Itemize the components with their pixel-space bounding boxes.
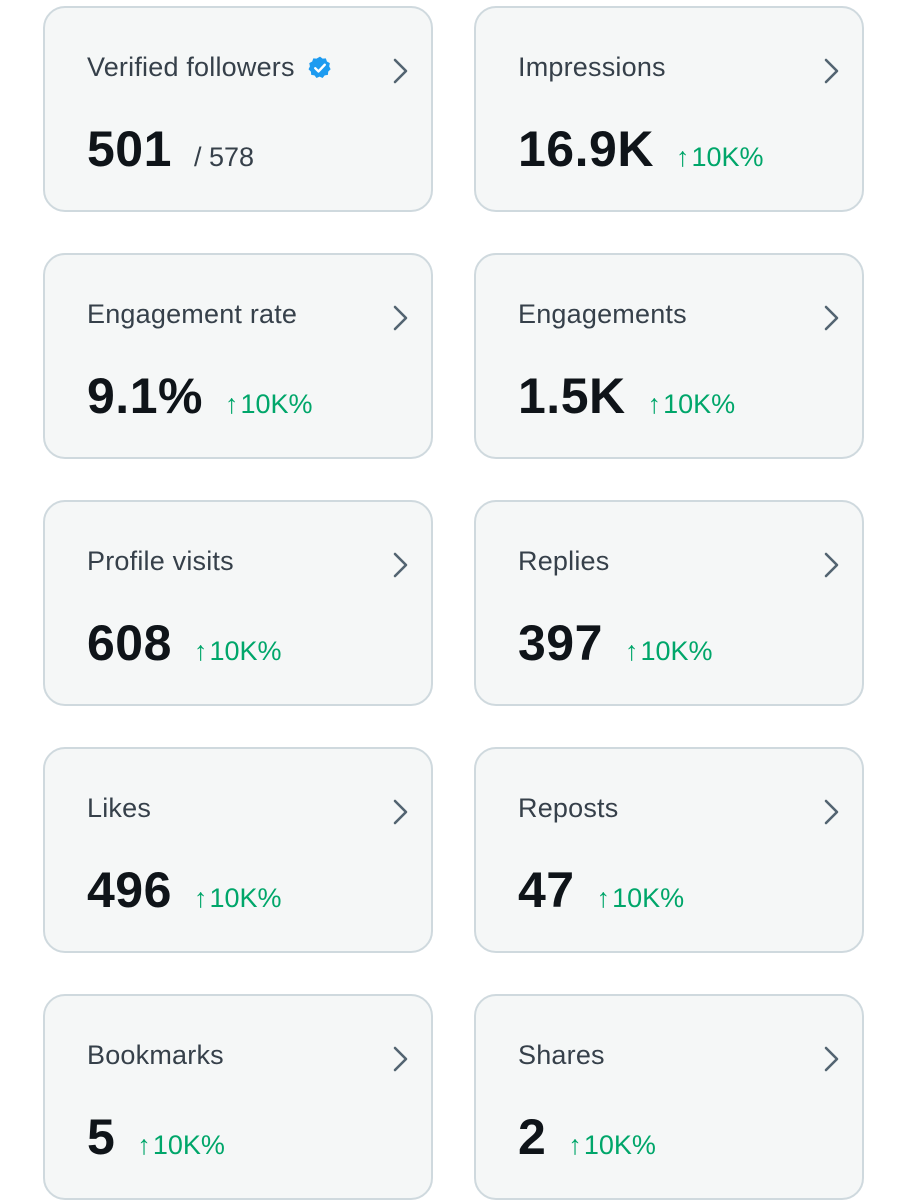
card-label-wrap: Impressions <box>518 52 666 83</box>
card-label-wrap: Reposts <box>518 793 618 824</box>
metric-value: 1.5K <box>518 368 626 424</box>
metric-denominator: / 578 <box>193 142 254 172</box>
metric-change: ↑ 10K% <box>648 389 736 420</box>
change-value: 10K% <box>152 1130 225 1160</box>
card-label: Verified followers <box>87 52 295 82</box>
value-row: 608 ↑ 10K% <box>87 614 282 672</box>
card-bookmarks[interactable]: Bookmarks 5 ↑ 10K% <box>43 994 433 1200</box>
card-verified-followers[interactable]: Verified followers 501 / 578 <box>43 6 433 212</box>
value-row: 1.5K ↑ 10K% <box>518 367 735 425</box>
change-value: 10K% <box>612 883 685 913</box>
card-label: Reposts <box>518 793 619 823</box>
change-value: 10K% <box>209 883 282 913</box>
chevron-right-icon[interactable] <box>389 303 413 333</box>
change-value: 10K% <box>583 1130 656 1160</box>
card-engagement-rate[interactable]: Engagement rate 9.1% ↑ 10K% <box>43 253 433 459</box>
card-likes[interactable]: Likes 496 ↑ 10K% <box>43 747 433 953</box>
metric-change: ↑ 10K% <box>625 636 713 667</box>
card-shares[interactable]: Shares 2 ↑ 10K% <box>474 994 864 1200</box>
metric-value: 501 <box>87 121 172 177</box>
verified-badge-icon <box>307 55 333 81</box>
change-value: 10K% <box>663 389 736 419</box>
chevron-right-icon[interactable] <box>820 550 844 580</box>
arrow-up-icon: ↑ <box>193 883 208 913</box>
metric-value: 2 <box>518 1109 547 1165</box>
arrow-up-icon: ↑ <box>193 636 208 666</box>
change-value: 10K% <box>209 636 282 666</box>
card-label: Impressions <box>518 52 666 82</box>
metric-change: ↑ 10K% <box>194 636 282 667</box>
arrow-up-icon: ↑ <box>624 636 639 666</box>
card-label-wrap: Likes <box>87 793 151 824</box>
card-label: Likes <box>87 793 152 823</box>
value-row: 501 / 578 <box>87 120 254 178</box>
card-replies[interactable]: Replies 397 ↑ 10K% <box>474 500 864 706</box>
arrow-up-icon: ↑ <box>568 1130 582 1160</box>
metric-change: ↑ 10K% <box>137 1130 225 1161</box>
arrow-up-icon: ↑ <box>647 389 662 419</box>
chevron-right-icon[interactable] <box>389 797 413 827</box>
change-value: 10K% <box>240 389 313 419</box>
arrow-up-icon: ↑ <box>596 883 611 913</box>
card-label-wrap: Shares <box>518 1040 605 1071</box>
card-label-wrap: Bookmarks <box>87 1040 224 1071</box>
arrow-up-icon: ↑ <box>224 389 239 419</box>
metric-value: 47 <box>518 862 575 918</box>
change-value: 10K% <box>640 636 713 666</box>
card-label-wrap: Verified followers <box>87 52 333 83</box>
card-reposts[interactable]: Reposts 47 ↑ 10K% <box>474 747 864 953</box>
card-label: Profile visits <box>87 546 234 576</box>
metric-change: ↑ 10K% <box>568 1130 656 1161</box>
change-value: 10K% <box>691 142 764 172</box>
chevron-right-icon[interactable] <box>389 56 413 86</box>
chevron-right-icon[interactable] <box>820 1044 844 1074</box>
card-label-wrap: Replies <box>518 546 609 577</box>
value-row: 5 ↑ 10K% <box>87 1108 225 1166</box>
metric-change: ↑ 10K% <box>597 883 685 914</box>
card-label: Replies <box>518 546 610 576</box>
card-profile-visits[interactable]: Profile visits 608 ↑ 10K% <box>43 500 433 706</box>
metric-value: 608 <box>87 615 172 671</box>
metric-change: ↑ 10K% <box>225 389 313 420</box>
card-label-wrap: Engagement rate <box>87 299 297 330</box>
card-label-wrap: Engagements <box>518 299 687 330</box>
arrow-up-icon: ↑ <box>137 1130 151 1160</box>
metric-value: 397 <box>518 615 603 671</box>
card-engagements[interactable]: Engagements 1.5K ↑ 10K% <box>474 253 864 459</box>
arrow-up-icon: ↑ <box>675 142 690 172</box>
metrics-grid: Verified followers 501 / 578 Impressions… <box>43 6 864 1200</box>
value-row: 9.1% ↑ 10K% <box>87 367 313 425</box>
metric-value: 16.9K <box>518 121 654 177</box>
card-label-wrap: Profile visits <box>87 546 234 577</box>
card-label: Shares <box>518 1040 605 1070</box>
value-row: 16.9K ↑ 10K% <box>518 120 764 178</box>
metric-value: 496 <box>87 862 172 918</box>
value-row: 2 ↑ 10K% <box>518 1108 656 1166</box>
value-row: 496 ↑ 10K% <box>87 861 282 919</box>
chevron-right-icon[interactable] <box>820 797 844 827</box>
card-label: Bookmarks <box>87 1040 224 1070</box>
chevron-right-icon[interactable] <box>820 56 844 86</box>
card-label: Engagements <box>518 299 687 329</box>
metric-value: 9.1% <box>87 368 203 424</box>
chevron-right-icon[interactable] <box>389 1044 413 1074</box>
metric-value: 5 <box>87 1109 116 1165</box>
card-impressions[interactable]: Impressions 16.9K ↑ 10K% <box>474 6 864 212</box>
value-row: 397 ↑ 10K% <box>518 614 713 672</box>
chevron-right-icon[interactable] <box>389 550 413 580</box>
value-row: 47 ↑ 10K% <box>518 861 684 919</box>
chevron-right-icon[interactable] <box>820 303 844 333</box>
metric-change: ↑ 10K% <box>676 142 764 173</box>
metric-change: ↑ 10K% <box>194 883 282 914</box>
card-label: Engagement rate <box>87 299 298 329</box>
